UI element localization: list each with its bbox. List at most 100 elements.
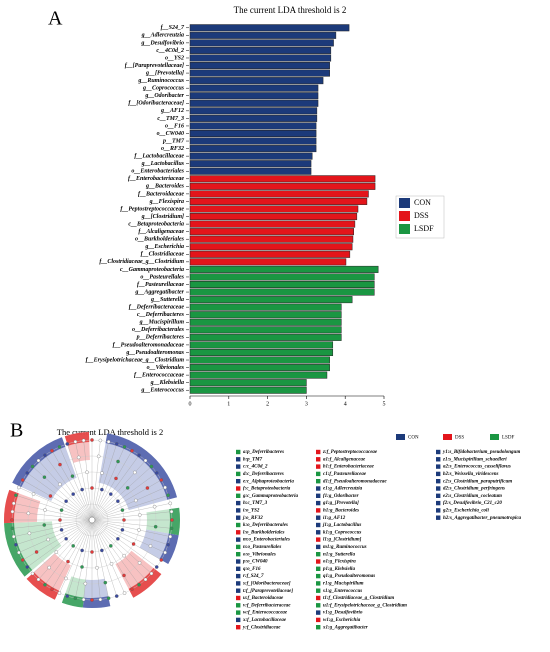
clade-branch [91,455,140,521]
item-swatch [316,457,321,462]
item-label: j:o_RF32 [242,516,263,521]
item-label: u1:f_Erysipelotrichaceae_g_Clostridium [323,603,407,608]
clade-branch [91,519,109,599]
clade-node [114,442,119,446]
clade-node [109,492,113,496]
category-label: f__Bacteroidaceae [138,191,184,197]
bar [189,258,347,266]
x-tick-label: 0 [189,401,192,407]
bar [189,341,334,349]
clade-node [80,487,84,492]
clade-branch [59,446,93,521]
clade-branch [91,511,172,521]
clade-node [98,597,103,602]
clade-node [81,438,86,443]
clade-branch [91,472,157,521]
clade-node [65,442,70,446]
bar [189,197,368,205]
x-tick-label: 4 [344,401,347,407]
bar [189,24,350,32]
clade-branch [91,519,171,537]
item-label: c:c_4C0d_2 [243,465,268,470]
clade-node [95,565,99,570]
clade-branch [22,519,93,561]
item-label: x1:g_Aggregatibacter [322,625,368,630]
clade-node [96,454,101,459]
item-label: f:c_Betaproteobacteria [243,487,291,492]
clade-node [43,508,47,512]
item-label: c2:s_Clostridium_paraputrificum [443,479,512,484]
bar [189,92,319,100]
bar [189,145,317,153]
clade-node [154,565,159,569]
clade-node [130,587,134,592]
clade-node [122,445,127,449]
item-label: h1:g_Bacteroides [323,509,359,514]
clade-branch [91,479,162,521]
bar [189,160,312,168]
clade-node [83,581,88,586]
clade-node [43,582,47,587]
bar [189,348,334,356]
bar [189,99,319,107]
legend-label: DSS [414,211,429,220]
item-label: h:c_TM7_3 [243,501,268,506]
bar [189,379,307,387]
item-swatch [236,486,241,491]
bar [189,364,330,372]
clade-branch [32,519,93,574]
legend-label: CON [414,198,431,207]
clade-node [120,508,125,512]
item-label: z:f_Peptostreptococcaceae [322,450,378,455]
bar [189,152,313,160]
bar [189,333,342,341]
clade-node [36,577,41,582]
clade-branch [32,466,93,521]
category-label: o__Burkholderiales [135,237,185,243]
item-swatch [236,493,241,498]
clade-node [57,591,62,595]
item-swatch [316,552,321,557]
item-swatch [236,544,241,550]
item-label: w:f_Enterococcaceae [243,611,288,616]
bar [189,265,379,273]
legend-swatch [443,434,452,440]
clade-node [65,594,70,598]
clade-node [26,511,31,516]
clade-band [159,533,179,564]
clade-node [10,518,14,522]
item-swatch [316,573,321,579]
category-label: f__Pseudoalteromonadaceae [113,342,185,348]
item-label: m1:g_Ruminococcus [323,545,367,550]
clade-node [153,524,158,529]
category-label: f__Lactobacillaceae [134,154,184,160]
item-swatch [236,625,241,630]
x-tick-label: 5 [383,401,386,407]
clade-node [100,471,104,475]
clade-node [34,550,39,554]
clade-node [73,596,78,601]
clade-node [10,526,15,531]
item-label: t1:f_Clostridiaceae_g_Clostridium [323,596,394,601]
category-label: o__CW040 [157,131,184,137]
item-swatch [316,449,321,455]
category-label: g__Enterococcus [140,388,184,394]
item-label: a2:s_Enterococcus_casseliflavus [443,465,511,470]
clade-node [59,528,64,532]
item-label: p:o_CW040 [242,560,268,565]
clade-node [109,544,113,548]
item-label: u:f_Bacteroidaceae [243,596,284,601]
item-swatch [436,464,441,469]
bar [189,235,354,243]
category-label: f__Clostridiaceae_g__Clostridium [99,259,184,265]
category-label: g__Desulfovibrio [140,40,184,46]
category-label: f__[Odoribacteraceae] [128,101,184,107]
clade-branch [38,519,93,580]
clade-node [42,523,47,527]
bar [189,213,358,221]
category-label: g__Coprococcus [142,86,185,92]
clade-node [90,438,94,442]
legend-label: LSDF [414,224,434,233]
bar [189,129,317,137]
clade-band [128,568,162,598]
